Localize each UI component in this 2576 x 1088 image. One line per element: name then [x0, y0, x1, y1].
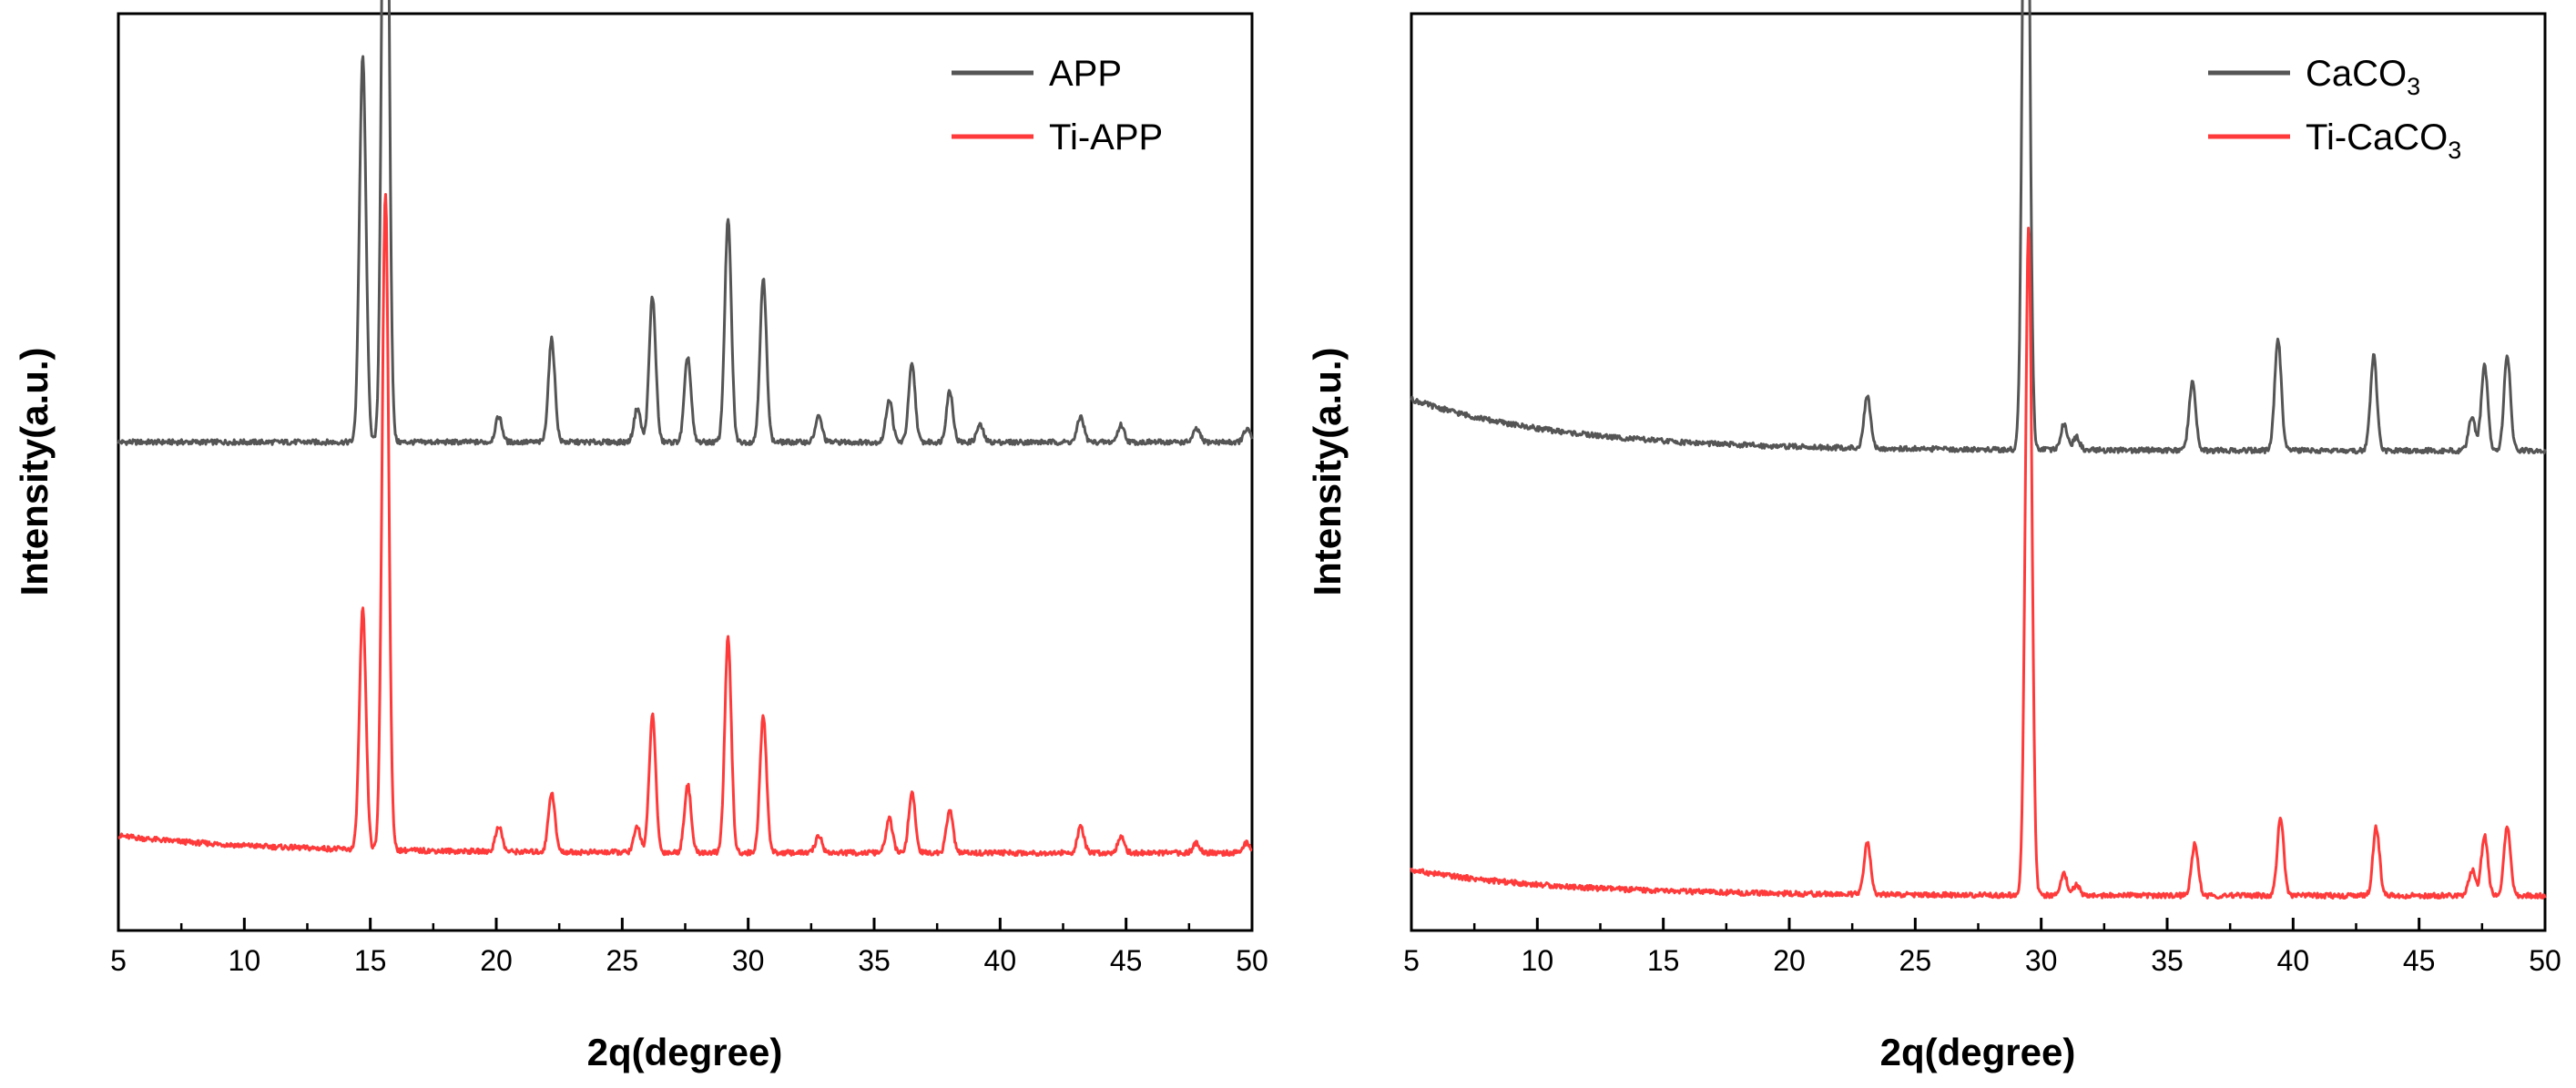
left-x-axis-ticks: 5 10 15 20 25 30 35 40 45 50 — [110, 918, 1268, 977]
right-chart-panel: 5 10 15 20 25 30 35 40 45 50 2q(degree) Intensity… — [1306, 0, 2561, 1073]
left-x-axis-title: 2q(degree) — [587, 1031, 783, 1073]
x-tick-label: 50 — [1236, 944, 1268, 977]
x-tick-label: 35 — [2151, 944, 2184, 977]
x-tick-label: 50 — [2529, 944, 2561, 977]
x-tick-label: 30 — [732, 944, 765, 977]
x-tick-label: 5 — [1403, 944, 1420, 977]
x-tick-label: 40 — [984, 944, 1017, 977]
legend-label-ti-caco3-main: Ti-CaCO — [2306, 117, 2448, 158]
x-tick-label: 25 — [606, 944, 639, 977]
x-tick-label: 45 — [1110, 944, 1143, 977]
legend-label-ti-caco3: Ti-CaCO3 — [2306, 117, 2461, 164]
x-tick-label: 10 — [229, 944, 261, 977]
x-tick-label: 20 — [1773, 944, 1806, 977]
x-tick-label: 15 — [1647, 944, 1680, 977]
x-tick-label: 20 — [480, 944, 513, 977]
legend-label-caco3-main: CaCO — [2306, 54, 2407, 94]
series-line-caco3 — [1410, 0, 2547, 455]
left-legend: APP Ti-APP — [952, 54, 1163, 158]
right-x-axis-title: 2q(degree) — [1880, 1031, 2076, 1073]
x-tick-label: 10 — [1522, 944, 1554, 977]
x-tick-label: 25 — [1899, 944, 1932, 977]
series-line-ti-caco3 — [1410, 227, 2547, 900]
series-line-ti-app — [117, 193, 1253, 858]
legend-label-app: APP — [1049, 54, 1122, 94]
legend-label-caco3-sub: 3 — [2407, 73, 2420, 100]
left-y-axis-title: Intensity(a.u.) — [13, 347, 56, 595]
legend-label-ti-app: Ti-APP — [1049, 117, 1163, 158]
legend-label-ti-caco3-sub: 3 — [2448, 137, 2461, 164]
x-tick-label: 35 — [858, 944, 891, 977]
x-tick-label: 30 — [2025, 944, 2058, 977]
left-series-group — [117, 0, 1254, 858]
right-y-axis-title: Intensity(a.u.) — [1306, 347, 1349, 595]
right-series-group — [1410, 0, 2547, 900]
left-chart-panel: 5 10 15 20 25 30 35 40 45 50 2q(degree) Intensity… — [13, 0, 1268, 1073]
right-x-axis-ticks: 5 10 15 20 25 30 35 40 45 50 — [1403, 918, 2561, 977]
series-line-app — [117, 0, 1254, 446]
right-legend: CaCO3 Ti-CaCO3 — [2208, 54, 2461, 164]
x-tick-label: 15 — [354, 944, 387, 977]
x-tick-label: 40 — [2277, 944, 2310, 977]
legend-label-caco3: CaCO3 — [2306, 54, 2420, 100]
x-tick-label: 45 — [2403, 944, 2436, 977]
x-tick-label: 5 — [110, 944, 127, 977]
